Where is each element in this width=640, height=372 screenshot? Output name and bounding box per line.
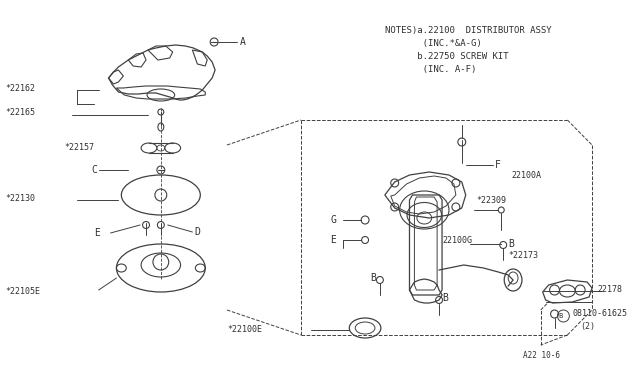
Text: *22157: *22157: [64, 142, 94, 151]
Text: E: E: [93, 228, 100, 238]
Text: B: B: [508, 239, 514, 249]
Text: B: B: [558, 313, 563, 319]
Text: *22173: *22173: [508, 250, 538, 260]
Text: (2): (2): [580, 321, 595, 330]
Text: B: B: [442, 293, 448, 303]
Text: *22105E: *22105E: [5, 288, 40, 296]
Text: A22 10-6: A22 10-6: [523, 350, 560, 359]
Text: 22178: 22178: [597, 285, 622, 295]
Text: NOTES)a.22100  DISTRIBUTOR ASSY: NOTES)a.22100 DISTRIBUTOR ASSY: [385, 26, 552, 35]
Text: *22162: *22162: [5, 83, 35, 93]
Text: E: E: [330, 235, 337, 245]
Text: b.22750 SCREW KIT: b.22750 SCREW KIT: [385, 51, 508, 61]
Text: (INC.*&A-G): (INC.*&A-G): [385, 38, 481, 48]
Text: F: F: [495, 160, 501, 170]
Text: G: G: [330, 215, 337, 225]
Text: C: C: [92, 165, 98, 175]
Text: B: B: [370, 273, 376, 283]
Text: 22100A: 22100A: [511, 170, 541, 180]
Text: 08110-61625: 08110-61625: [572, 310, 627, 318]
Text: D: D: [195, 227, 200, 237]
Text: *22165: *22165: [5, 108, 35, 116]
Text: *22130: *22130: [5, 193, 35, 202]
Text: *22309: *22309: [477, 196, 507, 205]
Text: A: A: [240, 37, 246, 47]
Text: *22100E: *22100E: [227, 326, 262, 334]
Text: 22100G: 22100G: [442, 235, 472, 244]
Text: (INC. A-F): (INC. A-F): [385, 64, 476, 74]
